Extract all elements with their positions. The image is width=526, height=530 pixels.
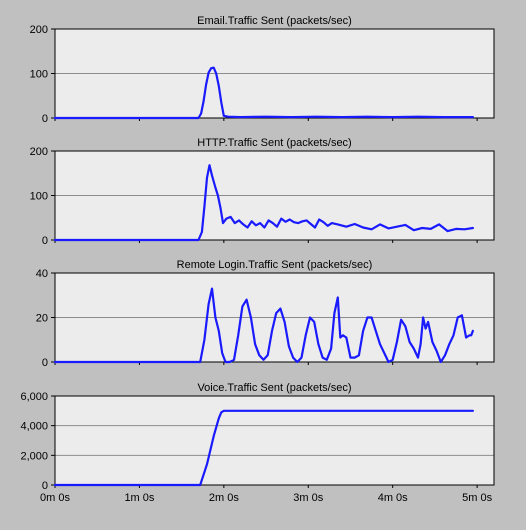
series-line [53,409,474,487]
plot-area [55,396,494,485]
y-tick-label: 20 [36,313,48,325]
series-line [53,287,474,364]
y-tick-label: 200 [30,24,48,36]
x-tick-label: 4m 0s [378,492,408,504]
y-tick-label: 40 [36,268,48,280]
y-tick-label: 6,000 [20,391,48,403]
y-tick-label: 0 [42,113,48,125]
y-tick-label: 0 [42,480,48,492]
y-tick-label: 0 [42,357,48,369]
x-tick-label: 5m 0s [462,492,492,504]
plot-frame [54,395,495,486]
x-tick-label: 3m 0s [293,492,323,504]
y-tick-label: 4,000 [20,421,48,433]
series-line [53,164,474,242]
chart-title: Voice.Traffic Sent (packets/sec) [197,382,351,394]
series-line [53,66,474,120]
chart-title: HTTP.Traffic Sent (packets/sec) [197,137,351,149]
y-tick-label: 100 [30,191,48,203]
x-tick-label: 2m 0s [209,492,239,504]
chart-title: Remote Login.Traffic Sent (packets/sec) [177,259,373,271]
x-tick-label: 0m 0s [40,492,70,504]
y-tick-label: 100 [30,69,48,81]
y-tick-label: 2,000 [20,450,48,462]
y-tick-label: 200 [30,146,48,158]
y-tick-label: 0 [42,235,48,247]
chart-title: Email.Traffic Sent (packets/sec) [197,15,352,27]
x-tick-label: 1m 0s [124,492,154,504]
